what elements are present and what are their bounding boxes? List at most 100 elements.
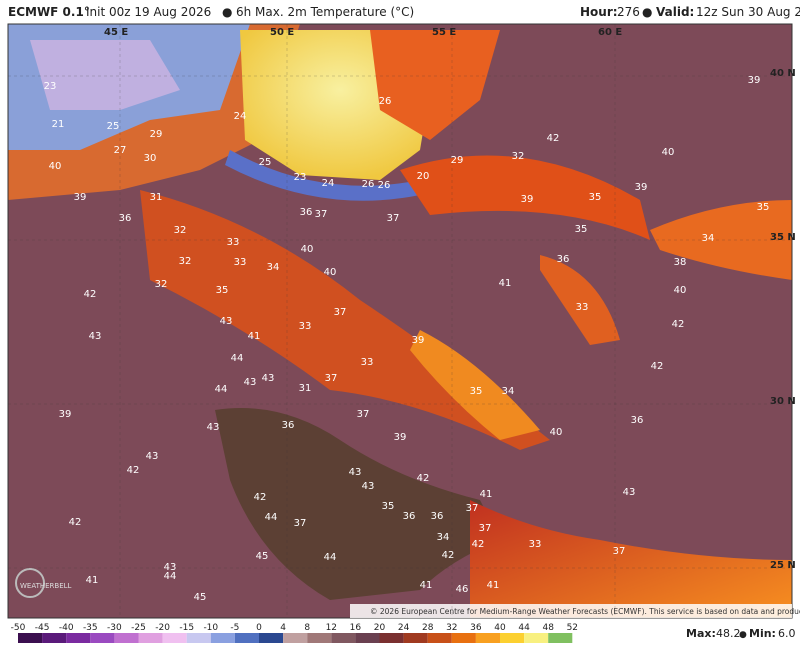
zagros-core (410, 330, 540, 440)
temperature-label: 32 (155, 279, 168, 290)
temperature-label: 35 (216, 285, 229, 296)
geo-label: 60 E (598, 27, 622, 38)
colorbar-tick: 32 (446, 623, 457, 633)
geo-label: 45 E (104, 27, 128, 38)
temperature-label: 43 (244, 377, 257, 388)
colorbar-tick: -30 (107, 623, 122, 633)
colorbar-tick: 52 (567, 623, 578, 633)
colorbar-tick: 24 (398, 623, 410, 633)
geo-label: 25 N (770, 560, 796, 571)
temperature-label: 38 (674, 257, 687, 268)
temperature-label: 39 (394, 432, 407, 443)
temperature-label: 26 (379, 96, 392, 107)
colorbar-segment (138, 633, 163, 643)
colorbar-tick: 28 (422, 623, 434, 633)
temperature-label: 37 (325, 373, 338, 384)
afghan-heat (650, 200, 792, 280)
temperature-label: 43 (89, 331, 102, 342)
turkmen-heat (370, 30, 500, 140)
temperature-label: 37 (357, 409, 370, 420)
colorbar-tick: 0 (256, 623, 262, 633)
temperature-label: 37 (387, 213, 400, 224)
geo-label: 30 N (770, 396, 796, 407)
temperature-label: 42 (84, 289, 97, 300)
temperature-label: 24 (234, 111, 247, 122)
temperature-label: 43 (164, 562, 177, 573)
colorbar-segment (451, 633, 476, 643)
min-label: Min: (749, 627, 776, 640)
temperature-label: 40 (662, 147, 675, 158)
temperature-label: 35 (575, 224, 588, 235)
colorbar-segment (259, 633, 284, 643)
colorbar-segment (210, 633, 235, 643)
credit: © 2026 European Centre for Medium-Range … (370, 607, 800, 616)
colorbar-tick: -35 (83, 623, 98, 633)
hour-label: Hour: (580, 5, 618, 19)
temperature-label: 33 (529, 539, 542, 550)
temperature-label: 33 (299, 321, 312, 332)
colorbar-segment (114, 633, 139, 643)
logo-mark (15, 568, 45, 598)
temperature-label: 42 (254, 492, 267, 503)
temperature-label: 44 (215, 384, 228, 395)
bullet: ● (739, 630, 747, 640)
temperature-label: 31 (299, 383, 312, 394)
temperature-label: 37 (294, 518, 307, 529)
temperature-label: 37 (479, 523, 492, 534)
colorbar-segment (403, 633, 428, 643)
temperature-label: 25 (107, 121, 120, 132)
temperature-label: 34 (502, 386, 515, 397)
colorbar-tick: 20 (374, 623, 386, 633)
init: Init 00z 19 Aug 2026 (86, 5, 212, 19)
colorbar-segment (186, 633, 211, 643)
temperature-label: 32 (179, 256, 192, 267)
temperature-label: 41 (487, 580, 500, 591)
colorbar-segment (524, 633, 549, 643)
temperature-label: 20 (417, 171, 430, 182)
temperature-label: 43 (146, 451, 159, 462)
colorbar-segment (427, 633, 452, 643)
temperature-label: 42 (547, 133, 560, 144)
temperature-label: 43 (220, 316, 233, 327)
temperature-label: 26 (362, 179, 375, 190)
temperature-label: 42 (417, 473, 430, 484)
temperature-label: 44 (164, 571, 177, 582)
temperature-label: 39 (74, 192, 87, 203)
temperature-label: 46 (456, 584, 469, 595)
mountains (30, 40, 180, 110)
temperature-label: 44 (231, 353, 244, 364)
temperature-label: 32 (174, 225, 187, 236)
valid: 12z Sun 30 Aug 2026 (696, 5, 800, 19)
temperature-label: 36 (300, 207, 313, 218)
temperature-label: 34 (267, 262, 280, 273)
temperature-label: 29 (150, 129, 163, 140)
temperature-label: 41 (86, 575, 99, 586)
colorbar-segment (500, 633, 525, 643)
temperature-label: 40 (49, 161, 62, 172)
temperature-label: 43 (349, 467, 362, 478)
colorbar-tick: 40 (494, 623, 506, 633)
hour: 276 (617, 5, 640, 19)
temperature-label: 41 (420, 580, 433, 591)
valid-label: Valid: (656, 5, 695, 19)
temperature-label: 45 (194, 592, 207, 603)
temperature-label: 21 (52, 119, 65, 130)
colorbar-tick: -40 (59, 623, 74, 633)
bullet: ● (222, 5, 233, 19)
colorbar-segment (90, 633, 115, 643)
arabian-sea (470, 500, 792, 618)
temperature-label: 39 (412, 335, 425, 346)
temperature-label: 33 (361, 357, 374, 368)
temperature-label: 45 (256, 551, 269, 562)
temperature-label: 23 (294, 172, 307, 183)
temperature-label: 33 (234, 257, 247, 268)
temperature-label: 33 (227, 237, 240, 248)
colorbar-tick: -15 (179, 623, 194, 633)
colorbar-segment (307, 633, 332, 643)
min: 6.0 (778, 627, 796, 640)
cold-band (225, 150, 460, 201)
temperature-label: 37 (613, 546, 626, 557)
max-label: Max: (686, 627, 716, 640)
